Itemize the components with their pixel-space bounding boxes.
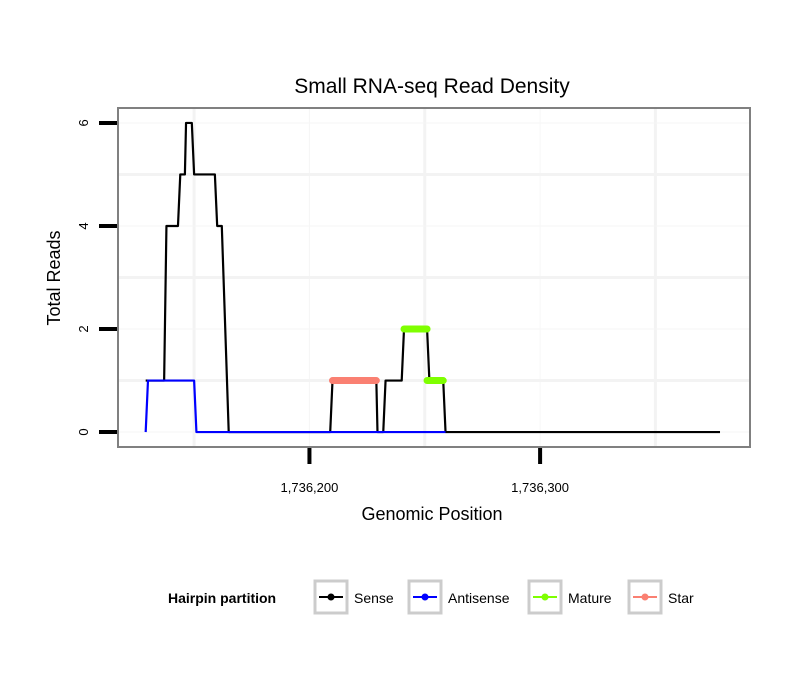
plot-border: [117, 107, 751, 448]
antisense-series-line: [144, 379, 446, 434]
x-tick-label: 1,736,300: [511, 480, 569, 495]
y-axis-label: Total Reads: [44, 230, 64, 325]
y-tick-label: 6: [76, 119, 91, 126]
legend-label-antisense: Antisense: [448, 590, 510, 606]
x-axis: 1,736,200 1,736,300: [281, 448, 569, 495]
chart-title: Small RNA-seq Read Density: [294, 75, 570, 98]
x-tick-label: 1,736,200: [281, 480, 339, 495]
y-tick-label: 4: [76, 222, 91, 229]
legend-dot-star: [641, 593, 649, 601]
legend-dot-mature: [541, 593, 549, 601]
legend-label-star: Star: [668, 590, 694, 606]
series-lines: [144, 121, 721, 434]
legend-label-sense: Sense: [354, 590, 394, 606]
legend-dot-sense: [327, 593, 335, 601]
y-axis: 0 2 4 6: [76, 119, 117, 436]
legend: Hairpin partition Sense Antisense Mature St…: [168, 579, 694, 615]
y-tick-label: 0: [76, 428, 91, 435]
legend-title: Hairpin partition: [168, 590, 276, 606]
x-axis-label: Genomic Position: [361, 504, 502, 524]
legend-label-mature: Mature: [568, 590, 612, 606]
y-tick-label: 2: [76, 325, 91, 332]
legend-dot-antisense: [421, 593, 429, 601]
